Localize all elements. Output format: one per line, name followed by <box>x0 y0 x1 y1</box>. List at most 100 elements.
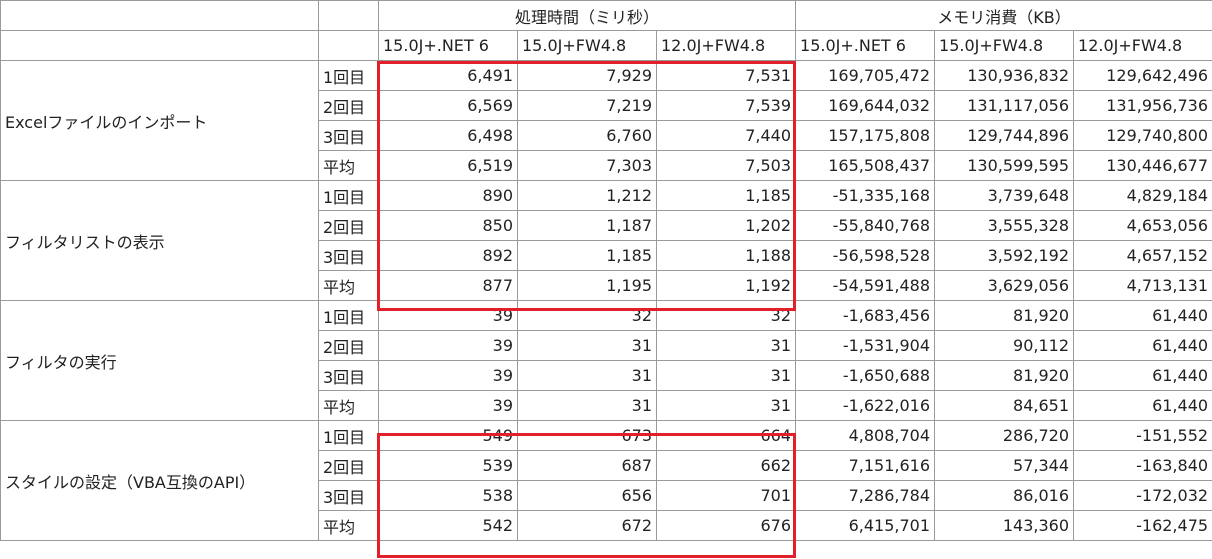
row-label: 3回目 <box>318 120 379 151</box>
group-name: Excelファイルのインポート <box>0 60 319 181</box>
value-cell: 39 <box>378 360 518 391</box>
value-cell: 1,188 <box>655 240 797 271</box>
value-cell: 31 <box>655 390 797 421</box>
value-cell: 129,642,496 <box>1073 60 1212 91</box>
value-cell: 7,219 <box>517 90 657 121</box>
value-cell: 157,175,808 <box>795 120 936 151</box>
value-cell: 61,440 <box>1073 360 1212 391</box>
header-row: 処理時間（ミリ秒） メモリ消費（KB） <box>0 0 1212 31</box>
value-cell: 143,360 <box>934 510 1075 541</box>
value-cell: 131,117,056 <box>934 90 1075 121</box>
value-cell: 39 <box>378 330 518 361</box>
value-cell: 1,192 <box>655 270 797 301</box>
empty-cell <box>318 0 379 31</box>
value-cell: 90,112 <box>934 330 1075 361</box>
value-cell: 130,936,832 <box>934 60 1075 91</box>
value-cell: 4,829,184 <box>1073 180 1212 211</box>
value-cell: 61,440 <box>1073 390 1212 421</box>
value-cell: -51,335,168 <box>795 180 936 211</box>
value-cell: -162,475 <box>1073 510 1212 541</box>
row-label: 1回目 <box>318 420 379 451</box>
row: 平均 542 672 676 6,415,701 143,360 -162,475 <box>1 510 1212 541</box>
column-header: 15.0J+FW4.8 <box>934 30 1075 61</box>
value-cell: 7,503 <box>655 150 797 181</box>
row: フィルタリストの表示 1回目 890 1,212 1,185 -51,335,168 3,7… <box>0 180 1212 301</box>
value-cell: 57,344 <box>934 450 1075 481</box>
value-cell: 1,212 <box>517 180 657 211</box>
header-row: 15.0J+.NET 6 15.0J+FW4.8 12.0J+FW4.8 15.0J+… <box>0 30 1212 61</box>
value-cell: 131,956,736 <box>1073 90 1212 121</box>
value-cell: 31 <box>517 330 657 361</box>
row-label: 平均 <box>318 510 379 541</box>
value-cell: 4,713,131 <box>1073 270 1212 301</box>
value-cell: 61,440 <box>1073 330 1212 361</box>
value-cell: 1,185 <box>517 240 657 271</box>
group-header: メモリ消費（KB） <box>795 0 1212 31</box>
value-cell: 3,555,328 <box>934 210 1075 241</box>
row-label: 1回目 <box>318 300 379 331</box>
value-cell: 6,415,701 <box>795 510 936 541</box>
value-cell: 39 <box>378 390 518 421</box>
row: 3回目 538 656 701 7,286,784 86,016 -172,032 <box>1 480 1212 511</box>
value-cell: 31 <box>517 360 657 391</box>
value-cell: 6,569 <box>378 90 518 121</box>
value-cell: 3,629,056 <box>934 270 1075 301</box>
value-cell: 7,539 <box>655 90 797 121</box>
row-label: 1回目 <box>318 60 379 91</box>
group-name: スタイルの設定（VBA互換のAPI） <box>0 420 319 541</box>
empty-cell <box>0 30 319 61</box>
value-cell: 129,740,800 <box>1073 120 1212 151</box>
value-cell: 877 <box>378 270 518 301</box>
value-cell: 542 <box>378 510 518 541</box>
value-cell: -163,840 <box>1073 450 1212 481</box>
column-header: 15.0J+FW4.8 <box>517 30 657 61</box>
value-cell: 84,651 <box>934 390 1075 421</box>
value-cell: 850 <box>378 210 518 241</box>
value-cell: -56,598,528 <box>795 240 936 271</box>
value-cell: 6,519 <box>378 150 518 181</box>
value-cell: -151,552 <box>1073 420 1212 451</box>
value-cell: 81,920 <box>934 360 1075 391</box>
value-cell: 3,739,648 <box>934 180 1075 211</box>
value-cell: 31 <box>655 360 797 391</box>
value-cell: 286,720 <box>934 420 1075 451</box>
value-cell: 7,151,616 <box>795 450 936 481</box>
value-cell: 662 <box>655 450 797 481</box>
value-cell: 86,016 <box>934 480 1075 511</box>
value-cell: 4,657,152 <box>1073 240 1212 271</box>
row: 2回目 539 687 662 7,151,616 57,344 -163,840 <box>1 450 1212 481</box>
empty-cell <box>0 0 319 31</box>
group-header: 処理時間（ミリ秒） <box>377 0 797 31</box>
value-cell: 656 <box>517 480 657 511</box>
value-cell: 1,187 <box>517 210 657 241</box>
value-cell: 32 <box>655 300 797 331</box>
value-cell: 1,195 <box>517 270 657 301</box>
value-cell: 169,644,032 <box>795 90 936 121</box>
value-cell: 701 <box>655 480 797 511</box>
row: 3回目 6,498 6,760 7,440 157,175,808 129,744,896… <box>1 120 1212 151</box>
value-cell: 7,286,784 <box>795 480 936 511</box>
row: 3回目 892 1,185 1,188 -56,598,528 3,592,192 4,65… <box>1 240 1212 271</box>
row-label: 2回目 <box>318 210 379 241</box>
highlight-box <box>377 61 796 311</box>
empty-cell <box>318 30 379 61</box>
value-cell: -1,650,688 <box>795 360 936 391</box>
value-cell: -1,531,904 <box>795 330 936 361</box>
value-cell: 81,920 <box>934 300 1075 331</box>
highlight-box <box>377 433 796 558</box>
value-cell: -54,591,488 <box>795 270 936 301</box>
value-cell: 4,653,056 <box>1073 210 1212 241</box>
value-cell: 672 <box>517 510 657 541</box>
row-label: 1回目 <box>318 180 379 211</box>
column-header: 12.0J+FW4.8 <box>655 30 797 61</box>
row-label: 2回目 <box>318 90 379 121</box>
value-cell: -172,032 <box>1073 480 1212 511</box>
column-header: 15.0J+.NET 6 <box>378 30 518 61</box>
value-cell: 31 <box>655 330 797 361</box>
column-header: 15.0J+.NET 6 <box>795 30 936 61</box>
row-label: 平均 <box>318 390 379 421</box>
value-cell: 61,440 <box>1073 300 1212 331</box>
value-cell: 7,303 <box>517 150 657 181</box>
row: 2回目 6,569 7,219 7,539 169,644,032 131,117,056… <box>1 90 1212 121</box>
